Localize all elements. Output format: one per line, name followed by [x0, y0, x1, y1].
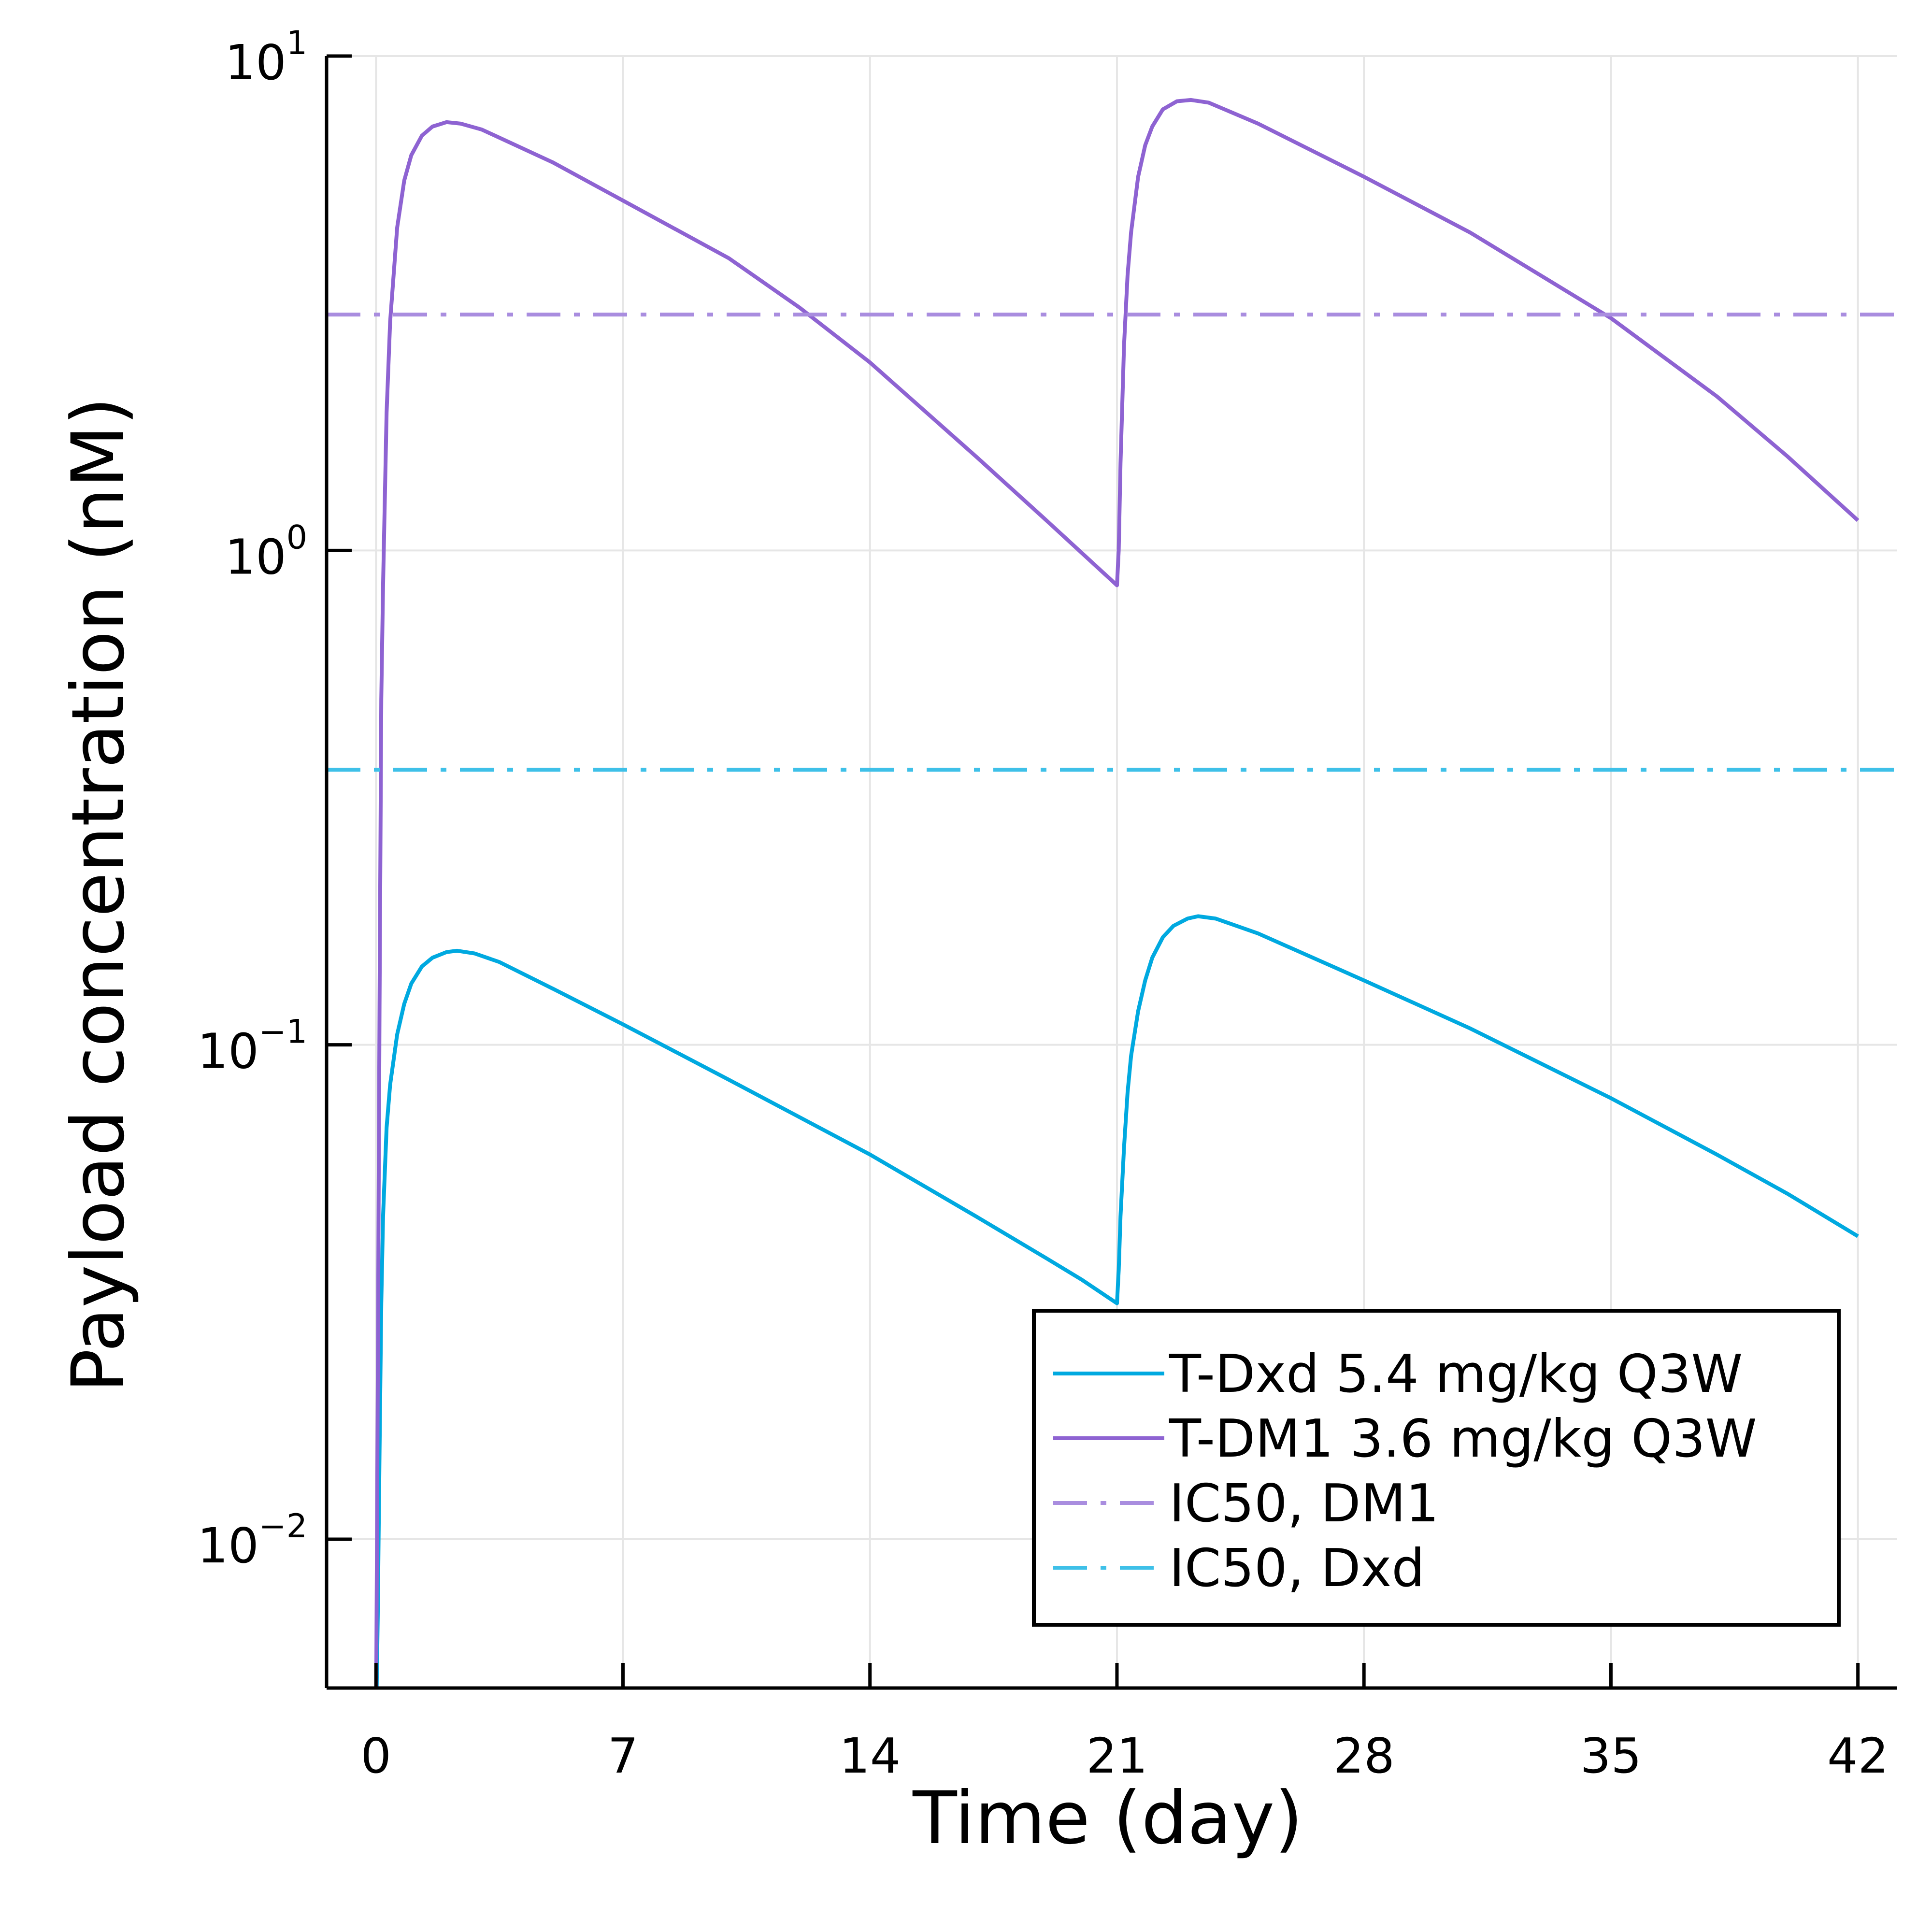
y-tick-base: 10 [225, 529, 286, 585]
x-tick-label: 21 [1086, 1728, 1147, 1784]
y-tick-label: 101 [225, 24, 307, 91]
legend-label: T-DM1 3.6 mg/kg Q3W [1169, 1409, 1757, 1469]
series-lines [327, 98, 1897, 1688]
x-tick-label: 35 [1580, 1728, 1642, 1784]
y-tick-base: 10 [198, 1517, 259, 1574]
x-tick-label: 28 [1333, 1728, 1395, 1784]
legend-label: IC50, DM1 [1169, 1474, 1439, 1534]
y-tick-exponent: 1 [286, 24, 307, 62]
y-tick-label: 10−1 [198, 1013, 308, 1080]
legend-label: T-Dxd 5.4 mg/kg Q3W [1169, 1344, 1743, 1404]
y-tick-exponent: 0 [286, 518, 307, 557]
axes [325, 54, 1897, 1690]
legend-box [1032, 1309, 1841, 1627]
x-tick-label: 42 [1827, 1728, 1889, 1784]
x-axis-title: Time (day) [912, 1776, 1303, 1860]
series-line-0 [374, 914, 1859, 1688]
series-line-1 [374, 98, 1860, 1688]
legend-label: IC50, Dxd [1169, 1538, 1425, 1599]
y-tick-base: 10 [198, 1023, 259, 1080]
x-tick-label: 7 [608, 1728, 639, 1784]
y-tick-exponent: −1 [259, 1013, 307, 1051]
y-tick-base: 10 [225, 34, 286, 91]
x-tick-label: 14 [839, 1728, 901, 1784]
y-tick-exponent: −2 [259, 1507, 307, 1546]
x-tick-label: 0 [360, 1728, 391, 1784]
grid [327, 55, 1897, 1688]
y-axis-title: Payload concentration (nM) [57, 397, 141, 1393]
y-tick-label: 10−2 [198, 1507, 308, 1574]
y-tick-label: 100 [225, 518, 307, 585]
